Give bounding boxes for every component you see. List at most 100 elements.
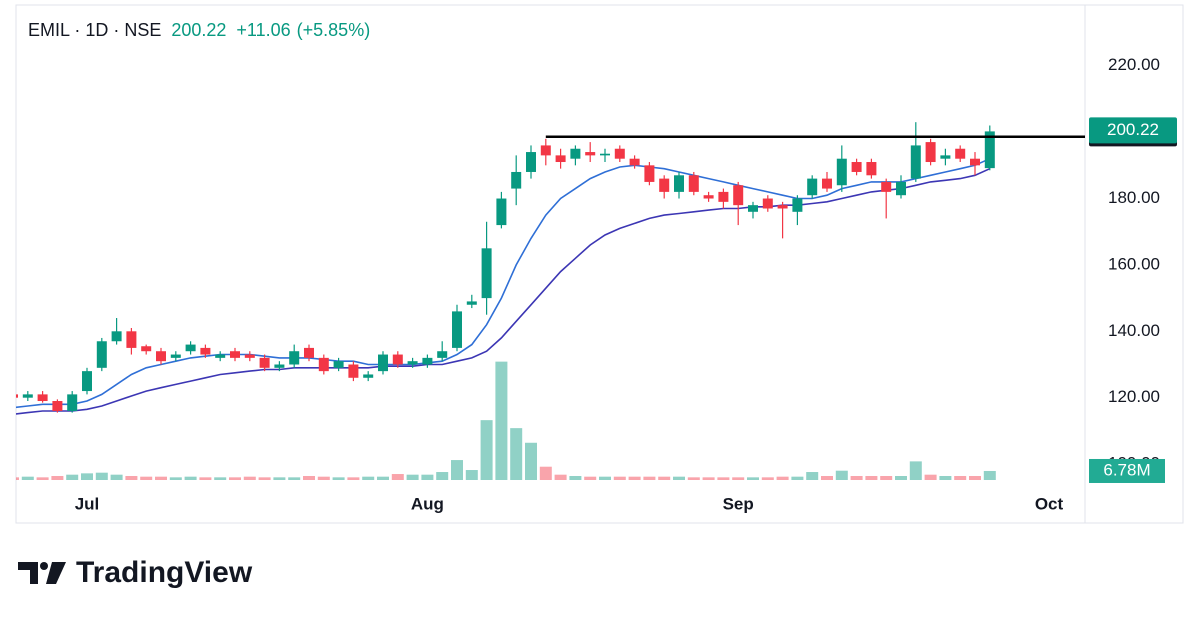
volume-bar <box>258 477 271 480</box>
volume-bar <box>421 474 434 480</box>
volume-bar <box>465 470 478 480</box>
volume-bar <box>81 473 93 480</box>
candle-body <box>348 364 359 378</box>
volume-bar <box>761 477 774 480</box>
volume-bar <box>983 470 996 480</box>
volume-bar <box>717 477 730 480</box>
last-price-label: 200.22 <box>1107 120 1159 139</box>
candle-body <box>659 178 670 192</box>
candle-body <box>318 357 329 372</box>
candle-body <box>304 347 314 358</box>
candle-body <box>718 191 729 202</box>
candle-body <box>496 198 507 226</box>
last-price-box <box>1089 117 1177 144</box>
volume-bar <box>66 474 79 480</box>
volume-bar <box>969 476 981 480</box>
volume-bar <box>776 476 789 480</box>
candle-body <box>407 361 418 365</box>
volume-bar <box>199 477 212 480</box>
candle-body <box>955 148 966 159</box>
header: EMIL · 1D · NSE 200.22 +11.06 (+5.85%) <box>28 20 370 40</box>
volume-bar <box>214 477 227 480</box>
candle-body <box>259 357 270 368</box>
candle-body <box>836 158 847 186</box>
volume-bar <box>732 477 745 480</box>
volume-bar <box>229 477 241 480</box>
candle-body <box>466 301 477 305</box>
volume-bar <box>480 420 493 480</box>
volume-bar <box>110 474 123 480</box>
candle-body <box>792 198 803 212</box>
volume-bar <box>835 470 848 480</box>
candle-body <box>777 205 788 209</box>
chart-frame <box>15 4 1184 524</box>
candle-body <box>748 205 758 212</box>
volume-bar <box>643 476 656 480</box>
volume-bar <box>436 472 449 480</box>
volume-bar <box>16 477 19 480</box>
candle-body <box>111 331 122 342</box>
volume-bar <box>169 477 182 480</box>
candle-body <box>156 351 166 362</box>
logo: TradingView <box>18 556 253 589</box>
candle-body <box>392 354 403 365</box>
volume-bar <box>954 476 967 480</box>
candle-body <box>274 364 285 368</box>
volume-bar <box>288 477 301 480</box>
candle-body <box>185 344 196 352</box>
y-tick-label: 120.00 <box>1108 387 1160 406</box>
candle-body <box>22 394 33 398</box>
volume-bar <box>243 476 256 480</box>
volume-bar <box>495 361 508 480</box>
candle-body <box>170 354 181 358</box>
volume-bar <box>125 476 138 480</box>
volume-bar <box>909 461 922 480</box>
candle-body <box>67 394 78 411</box>
volume-bar <box>510 428 523 480</box>
candle-body <box>940 155 951 159</box>
volume-bar <box>391 474 404 480</box>
volume-bar <box>184 476 197 480</box>
volume-bar <box>850 476 863 480</box>
candle-body <box>910 145 921 179</box>
logo-icon <box>46 562 66 584</box>
volume-bar <box>673 476 685 480</box>
candle-body <box>378 354 388 372</box>
candle-body <box>540 145 551 156</box>
candle-body <box>688 175 699 192</box>
candle-body <box>333 361 344 368</box>
volume-bar <box>140 476 153 480</box>
volume-bar <box>554 474 567 480</box>
candle-body <box>674 175 684 192</box>
volume-bar <box>791 476 804 480</box>
volume-bar <box>658 476 671 480</box>
volume-bar <box>51 476 64 480</box>
candle-body <box>215 354 226 358</box>
volume-bar <box>347 477 360 480</box>
candle-body <box>363 374 374 378</box>
volume-bar <box>332 477 345 480</box>
y-tick-label: 180.00 <box>1108 188 1160 207</box>
candle-body <box>511 171 522 189</box>
volume-bar <box>865 476 878 480</box>
moving-average <box>16 157 991 409</box>
candle-body <box>481 248 492 299</box>
x-tick-label: Jul <box>75 494 100 513</box>
candle-body <box>703 195 714 199</box>
candle-body <box>733 185 744 206</box>
volume-bar <box>895 476 907 480</box>
plot <box>16 122 996 480</box>
candle-body <box>570 148 581 159</box>
volume-bar <box>95 472 108 480</box>
y-tick-label: 140.00 <box>1108 321 1160 340</box>
volume-bar <box>613 476 626 480</box>
volume-bar <box>628 476 641 480</box>
candle-body <box>244 354 255 358</box>
volume-bar <box>451 460 463 480</box>
x-tick-label: Aug <box>411 494 444 513</box>
candle-body <box>96 341 107 368</box>
volume-bar <box>599 476 611 480</box>
volume-bar <box>569 476 582 480</box>
volume-bar <box>924 474 937 480</box>
